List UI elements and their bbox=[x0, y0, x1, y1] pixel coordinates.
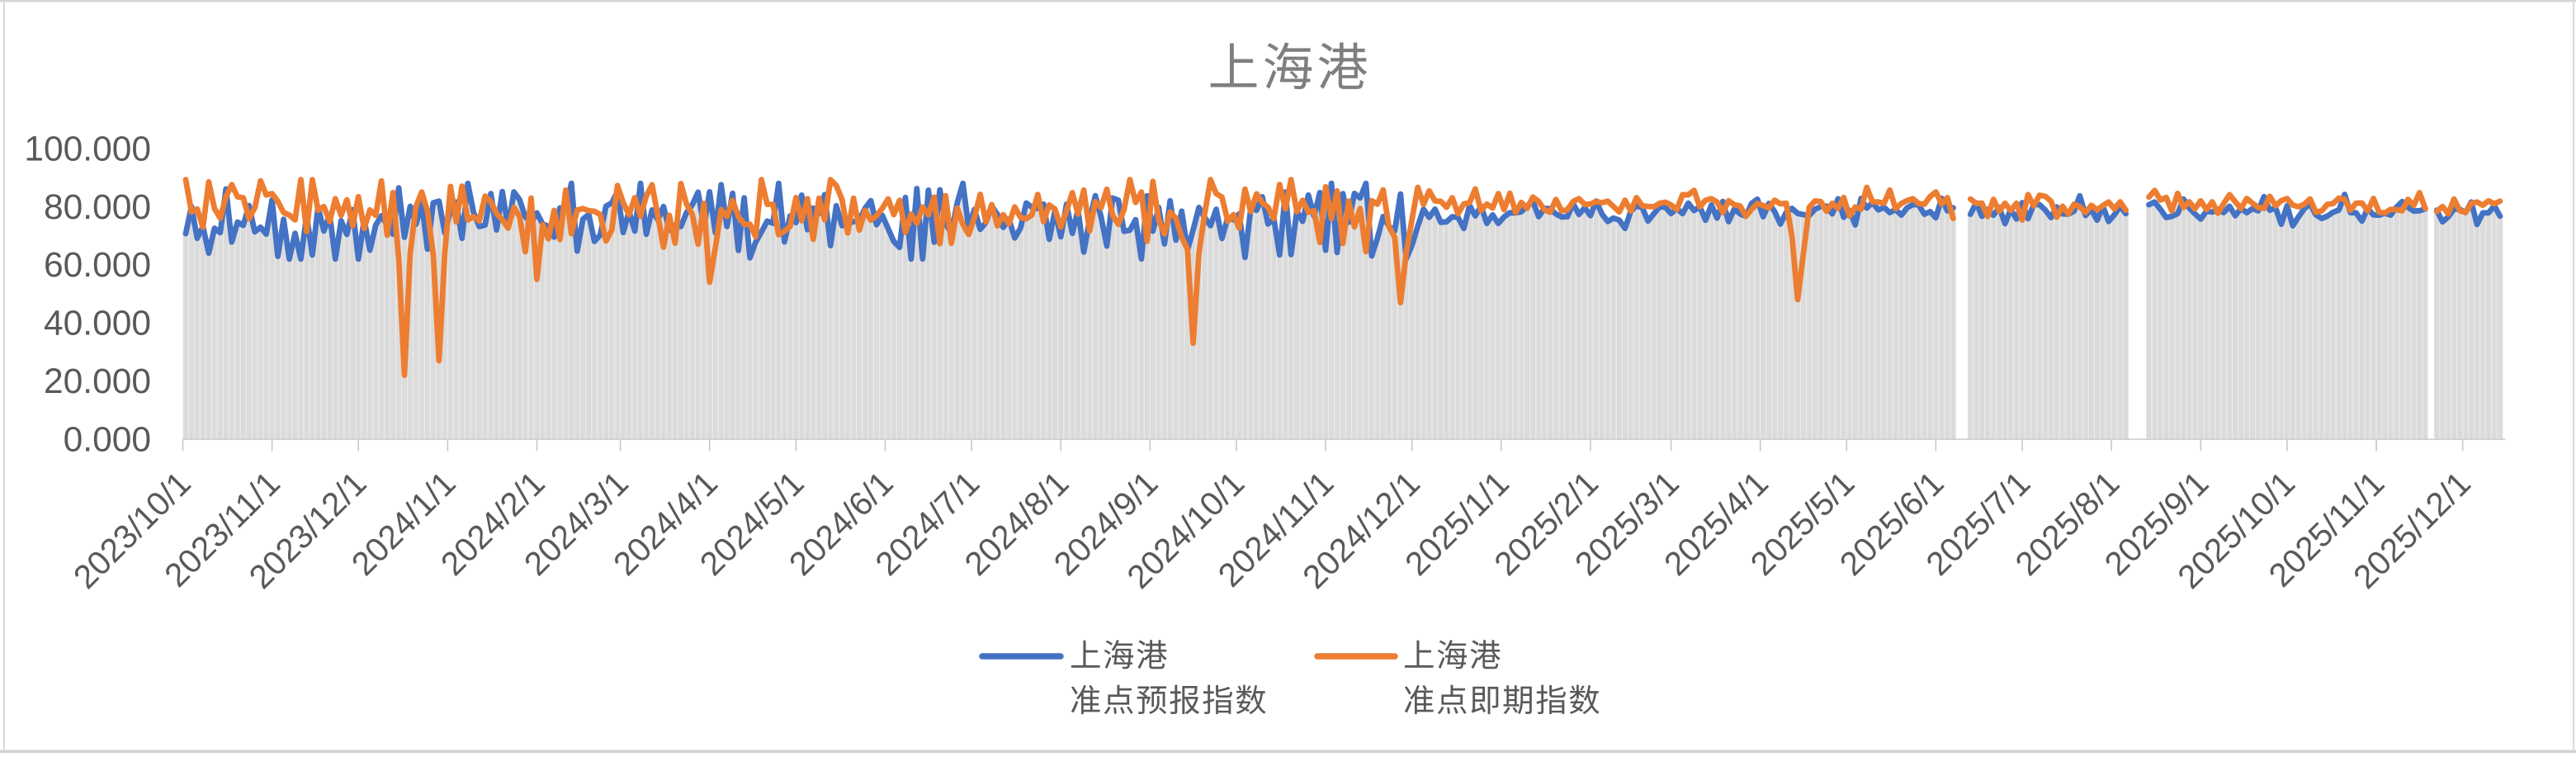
svg-text:40.000: 40.000 bbox=[44, 305, 151, 343]
svg-text:60.000: 60.000 bbox=[44, 246, 151, 285]
svg-text:100.000: 100.000 bbox=[24, 130, 151, 168]
svg-text:0.000: 0.000 bbox=[64, 420, 151, 459]
svg-text:80.000: 80.000 bbox=[44, 188, 151, 227]
svg-text:20.000: 20.000 bbox=[44, 362, 151, 401]
